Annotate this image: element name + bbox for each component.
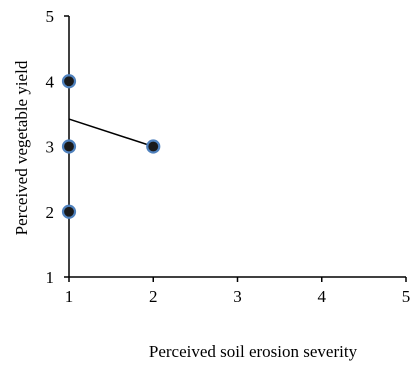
y-tick-label: 4 xyxy=(46,72,55,91)
x-axis-title: Perceived soil erosion severity xyxy=(149,342,358,361)
data-point xyxy=(146,139,161,154)
data-point xyxy=(61,139,77,154)
x-tick-label: 3 xyxy=(233,287,242,306)
x-tick-label: 4 xyxy=(318,287,327,306)
y-tick-label: 5 xyxy=(46,7,55,26)
x-axis-ticks xyxy=(68,277,407,282)
data-point xyxy=(61,204,77,219)
data-point xyxy=(61,74,77,89)
x-tick-label: 1 xyxy=(65,287,74,306)
y-tick-labels: 1 2 3 4 5 xyxy=(46,7,55,287)
x-tick-labels: 1 2 3 4 5 xyxy=(65,287,411,306)
data-points xyxy=(61,74,161,219)
y-tick-label: 3 xyxy=(46,138,55,157)
x-tick-label: 2 xyxy=(149,287,158,306)
trend-line xyxy=(68,118,154,148)
y-tick-label: 1 xyxy=(46,268,55,287)
x-tick-label: 5 xyxy=(402,287,411,306)
y-tick-label: 2 xyxy=(46,203,55,222)
y-axis-title: Perceived vegetable yield xyxy=(12,60,31,235)
